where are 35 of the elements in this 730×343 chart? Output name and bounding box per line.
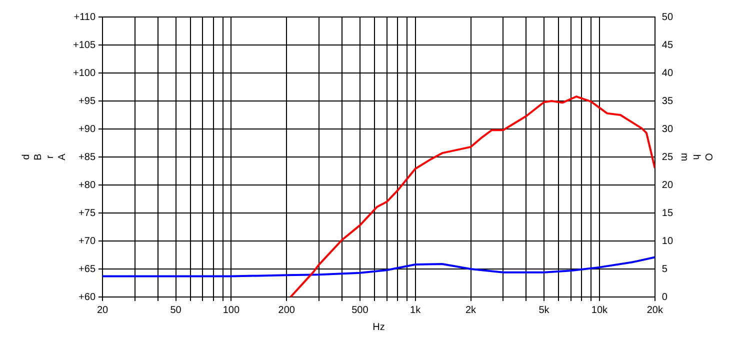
x-tick-label: 1k <box>410 304 422 316</box>
y-tick-label: +75 <box>78 208 96 219</box>
y-tick-label: +100 <box>72 68 96 79</box>
y2-tick-label: 5 <box>662 264 668 275</box>
y2-tick-label: 50 <box>662 12 674 23</box>
y-tick-label: +60 <box>78 292 96 303</box>
x-tick-label: 20 <box>96 304 109 316</box>
y2-tick-label: 10 <box>662 236 674 247</box>
y2-tick-label: 0 <box>662 292 668 303</box>
y2-tick-label: 20 <box>662 180 674 191</box>
y-tick-label: +85 <box>78 152 96 163</box>
y-tick-label: +65 <box>78 264 96 275</box>
y2-tick-label: 40 <box>662 68 674 79</box>
x-tick-label: 100 <box>222 304 240 316</box>
x-tick-label: 50 <box>170 304 182 316</box>
x-tick-label: 200 <box>278 304 296 316</box>
y-tick-label: +95 <box>78 96 96 107</box>
y2-tick-label: 30 <box>662 124 674 135</box>
y2-tick-label: 45 <box>662 40 674 51</box>
x-tick-label: 5k <box>538 304 550 316</box>
y2-tick-label: 25 <box>662 152 674 163</box>
y-tick-label: +110 <box>74 12 96 23</box>
x-axis-title: Hz <box>372 322 385 333</box>
y-tick-label: +70 <box>78 236 96 247</box>
y-tick-label: +90 <box>78 124 96 135</box>
x-tick-label: 20k <box>646 304 664 316</box>
x-tick-label: 500 <box>352 304 369 316</box>
y2-tick-label: 35 <box>662 96 674 107</box>
y-tick-label: +80 <box>78 180 96 191</box>
x-tick-label: 10k <box>591 304 609 316</box>
y-tick-label: +105 <box>72 40 96 51</box>
y2-tick-label: 15 <box>662 208 674 219</box>
y2-axis-title: Ohm <box>678 152 714 162</box>
y-axis-title: dBrA <box>20 153 68 160</box>
x-tick-label: 2k <box>465 304 478 316</box>
